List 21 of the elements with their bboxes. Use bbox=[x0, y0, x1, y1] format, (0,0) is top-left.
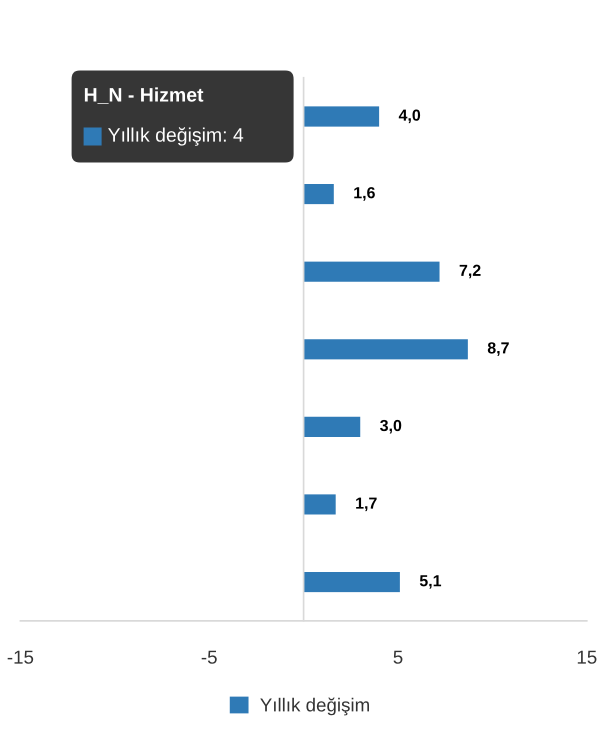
bar bbox=[304, 262, 440, 282]
x-tick-label: 15 bbox=[578, 650, 596, 664]
data-label: 5,1 bbox=[420, 575, 442, 589]
annotation: H_N - Hizmet bbox=[84, 87, 204, 104]
bar bbox=[304, 339, 468, 360]
x-tick-label: 5 bbox=[394, 650, 402, 664]
bar bbox=[304, 416, 360, 437]
data-label: 8,7 bbox=[488, 342, 509, 356]
bar bbox=[304, 106, 380, 127]
data-label: 1,7 bbox=[356, 498, 377, 512]
data-label: 1,6 bbox=[354, 187, 375, 201]
legend-label: Yıllık değişim bbox=[260, 698, 369, 716]
data-label: 7,2 bbox=[460, 264, 481, 278]
x-tick-label: -15 bbox=[8, 650, 34, 664]
annotation: Yıllık değişim: 4 bbox=[108, 127, 244, 146]
bar bbox=[304, 494, 336, 515]
bar bbox=[304, 184, 334, 204]
data-label: 4,0 bbox=[398, 109, 420, 124]
data-label: 3,0 bbox=[380, 420, 402, 434]
x-tick-label: -5 bbox=[202, 650, 217, 664]
bar bbox=[304, 572, 400, 592]
